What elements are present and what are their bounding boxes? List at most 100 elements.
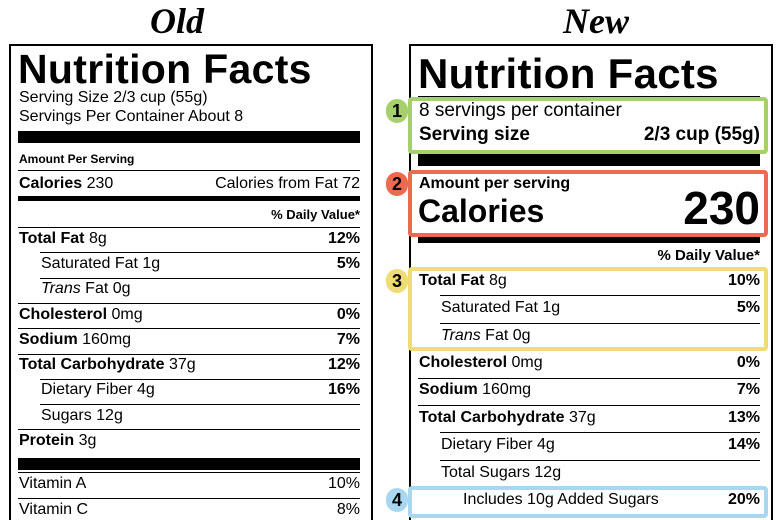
nutrient: Total Carbohydrate 37g — [419, 409, 596, 427]
name: Includes 10g Added Sugars — [463, 490, 659, 508]
amount: 1g — [542, 299, 561, 317]
rule — [18, 328, 360, 330]
amount: 0mg — [511, 353, 543, 371]
amount: 12g — [534, 463, 562, 481]
nutrient: Cholesterol 0mg — [419, 354, 543, 372]
rule — [40, 252, 360, 254]
nutrient: Includes 10g Added Sugars — [463, 491, 659, 509]
nutrient: Protein 3g — [19, 432, 96, 450]
amount: 0mg — [111, 305, 143, 323]
rule — [18, 170, 360, 171]
highlight-box — [408, 170, 768, 237]
new-servings: 8 servings per container — [419, 100, 622, 121]
old-daily-value: % Daily Value* — [271, 207, 360, 222]
old-title: Nutrition Facts — [18, 46, 312, 92]
name: Fat — [485, 326, 509, 344]
name-italic: Trans — [41, 280, 81, 298]
amount: 3g — [78, 432, 97, 450]
highlight-box — [408, 267, 768, 351]
nutrient: Total Fat 8g — [19, 230, 107, 248]
highlight-badge: 2 — [386, 172, 408, 196]
rule — [40, 378, 360, 380]
nutrient: Vitamin A — [19, 475, 86, 493]
name: Total Carbohydrate — [19, 356, 165, 374]
daily-value: 13% — [727, 408, 760, 426]
daily-value: 12% — [327, 229, 360, 247]
name: Total Carbohydrate — [419, 408, 565, 426]
daily-value: 7% — [336, 330, 360, 348]
nutrient: Sodium 160mg — [419, 381, 531, 399]
amount: 37g — [168, 356, 196, 374]
rule — [40, 404, 360, 406]
name-italic: Trans — [441, 326, 481, 344]
daily-value: 5% — [736, 299, 760, 317]
rule — [18, 302, 360, 304]
amount: 12g — [96, 406, 123, 424]
rule — [418, 405, 760, 406]
nutrient: Sodium 160mg — [19, 331, 131, 349]
daily-value: 10% — [727, 271, 760, 289]
daily-value: 20% — [727, 490, 760, 508]
amount: 1g — [142, 254, 161, 272]
nutrient: Sugars 12g — [41, 407, 123, 425]
highlight-box — [408, 486, 768, 518]
value: 230 — [86, 175, 114, 192]
nutrient: Total Carbohydrate 37g — [19, 356, 196, 374]
amount: 4g — [137, 381, 155, 399]
daily-value: 16% — [327, 381, 360, 399]
name: Dietary Fiber — [441, 436, 533, 454]
old-serving-size: Serving Size 2/3 cup (55g) — [19, 89, 208, 106]
name: Sodium — [19, 330, 78, 348]
nutrient: Trans Fat 0g — [441, 327, 531, 345]
rule — [418, 377, 760, 379]
amount: 160mg — [82, 330, 132, 348]
old-label — [9, 44, 373, 520]
name: Sodium — [419, 381, 478, 399]
name: Total Fat — [19, 229, 85, 247]
name: Fat — [85, 280, 109, 298]
nutrient: Saturated Fat 1g — [41, 255, 160, 273]
old-amount: Amount Per Serving — [19, 152, 135, 166]
name: Total Fat — [419, 271, 485, 289]
nutrient: Cholesterol 0mg — [19, 306, 143, 324]
daily-value: 5% — [336, 254, 360, 272]
highlight-box — [408, 97, 768, 154]
new-heading: New — [563, 1, 629, 41]
daily-value: 0% — [336, 305, 360, 323]
rule — [40, 277, 360, 279]
rule — [18, 227, 360, 228]
rule — [440, 322, 760, 324]
name: Cholesterol — [19, 305, 108, 323]
nutrient: Vitamin C — [19, 501, 88, 519]
new-serving-size: Serving size — [419, 124, 530, 145]
rule — [18, 131, 360, 143]
nutrient: Trans Fat 0g — [41, 280, 131, 298]
name: Saturated Fat — [441, 299, 538, 317]
daily-value: 12% — [327, 356, 360, 374]
rule — [440, 459, 760, 461]
daily-value: 0% — [736, 353, 760, 371]
rule — [418, 152, 760, 166]
rule — [418, 96, 760, 97]
rule — [418, 237, 760, 243]
name: Saturated Fat — [41, 254, 138, 272]
rule — [440, 432, 760, 434]
rule — [18, 429, 360, 431]
name: Vitamin A — [19, 475, 87, 492]
new-calories-value: 230 — [683, 182, 760, 234]
amount: 160mg — [482, 381, 532, 399]
nutrient: Saturated Fat 1g — [441, 299, 560, 317]
rule — [18, 472, 360, 473]
rule — [18, 458, 360, 470]
new-daily-value: % Daily Value* — [657, 247, 760, 264]
old-calories: Calories 230 — [19, 175, 113, 193]
rule — [18, 196, 360, 201]
old-servings: Servings Per Container About 8 — [19, 108, 244, 125]
daily-value: 7% — [736, 381, 760, 399]
nutrient: Dietary Fiber 4g — [41, 381, 155, 399]
nutrient: Total Sugars 12g — [441, 464, 561, 482]
old-heading: Old — [150, 1, 204, 41]
rule — [440, 295, 760, 297]
highlight-badge: 1 — [386, 99, 408, 123]
name: Total Sugars — [441, 463, 530, 481]
